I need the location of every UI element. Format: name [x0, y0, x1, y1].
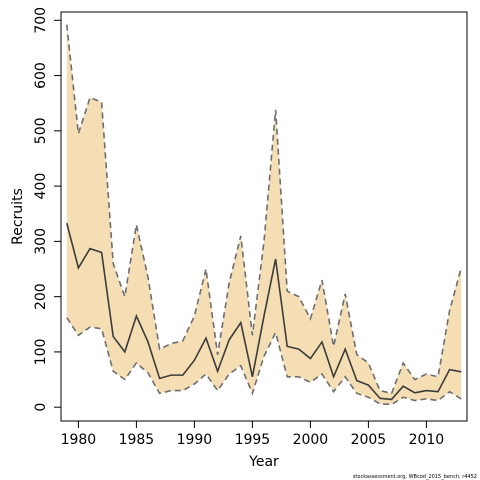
y-tick-label: 400: [33, 173, 49, 200]
x-tick-label: 2010: [409, 432, 445, 448]
x-tick-label: 1995: [235, 432, 271, 448]
confidence-band: [66, 24, 462, 405]
x-tick-label: 1990: [177, 432, 213, 448]
x-tick-label: 2005: [351, 432, 387, 448]
y-axis-title: Recruits: [10, 188, 26, 245]
x-tick-label: 1980: [61, 432, 97, 448]
y-tick-label: 200: [33, 283, 49, 310]
y-tick-label: 0: [33, 403, 49, 412]
upper-bound-line: [66, 24, 462, 395]
source-footnote: stockassessment.org, WBcod_2015_bench, r…: [353, 474, 477, 480]
y-tick-label: 300: [33, 228, 49, 255]
y-axis: 0 100 200 300 400 500 600 700: [33, 7, 61, 412]
lower-bound-line: [66, 317, 462, 406]
confidence-band-group: [66, 24, 462, 405]
lines-group: [66, 24, 462, 406]
plot-area-border: [60, 11, 468, 422]
x-tick-label: 1985: [119, 432, 155, 448]
y-tick-label: 700: [33, 7, 49, 34]
x-tick-label: 2000: [293, 432, 329, 448]
x-axis: 1980 1985 1990 1995 2000 2005 2010: [61, 421, 445, 448]
x-axis-title: Year: [248, 454, 279, 470]
y-tick-label: 500: [33, 117, 49, 144]
y-tick-label: 100: [33, 339, 49, 366]
y-tick-label: 600: [33, 62, 49, 89]
estimate-line: [66, 222, 462, 401]
